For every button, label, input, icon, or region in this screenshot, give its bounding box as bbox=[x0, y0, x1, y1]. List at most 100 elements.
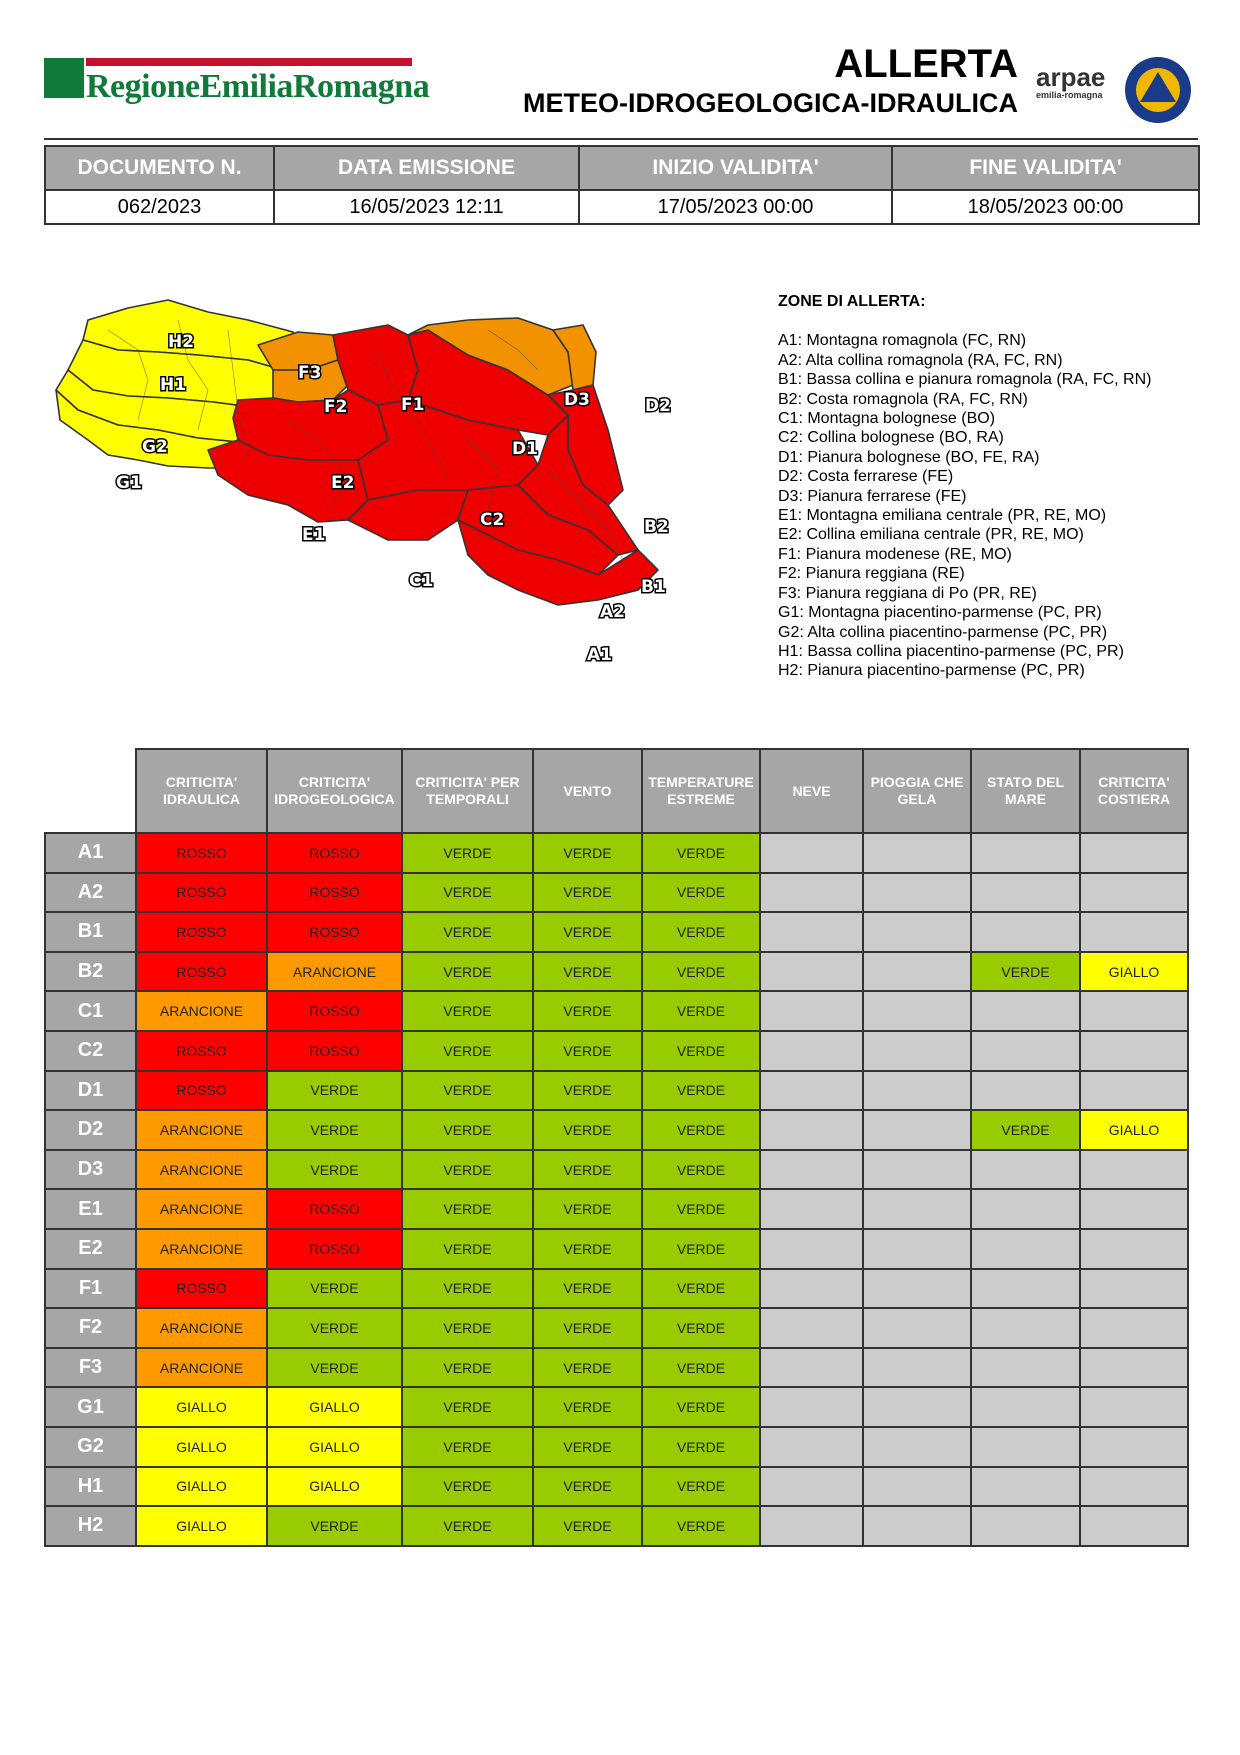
alert-cell bbox=[1079, 871, 1189, 914]
legend-item: H1: Bassa collina piacentino-parmense (P… bbox=[778, 642, 1124, 660]
alert-cell: VERDE bbox=[401, 1465, 534, 1508]
alert-cell bbox=[1079, 1346, 1189, 1389]
alert-cell: VERDE bbox=[401, 1267, 534, 1310]
zone-code: E1 bbox=[44, 1188, 137, 1230]
alert-cell bbox=[1079, 1465, 1189, 1508]
header-documento: DOCUMENTO N. bbox=[44, 145, 275, 191]
alert-cell: VERDE bbox=[641, 990, 761, 1032]
zone-code: F2 bbox=[44, 1307, 137, 1349]
alert-cell bbox=[862, 950, 972, 993]
table-row: C1 ARANCIONE ROSSO VERDE VERDE VERDE bbox=[44, 990, 1189, 1032]
alert-cell bbox=[970, 832, 1081, 874]
column-header: VENTO bbox=[532, 748, 643, 834]
alert-cell: VERDE bbox=[532, 832, 643, 874]
alert-cell: ROSSO bbox=[135, 832, 268, 874]
column-header: CRITICITA' IDROGEOLOGICA bbox=[266, 748, 403, 834]
alert-cell bbox=[1079, 1386, 1189, 1428]
alert-cell: VERDE bbox=[532, 1188, 643, 1230]
alert-cell: VERDE bbox=[266, 1267, 403, 1310]
alert-cell: VERDE bbox=[532, 1425, 643, 1468]
table-row: D1 ROSSO VERDE VERDE VERDE VERDE bbox=[44, 1069, 1189, 1112]
alert-cell bbox=[759, 1148, 864, 1191]
page-title: ALLERTA bbox=[834, 42, 1018, 86]
alert-cell bbox=[759, 911, 864, 953]
alert-cell: ROSSO bbox=[266, 1188, 403, 1230]
table-row: E1 ARANCIONE ROSSO VERDE VERDE VERDE bbox=[44, 1188, 1189, 1230]
regione-flag-icon bbox=[44, 58, 84, 98]
alert-cell: VERDE bbox=[401, 871, 534, 914]
alert-cell bbox=[970, 1069, 1081, 1112]
alert-cell bbox=[1079, 1505, 1189, 1547]
arpae-logo: arpae emilia-romagna bbox=[1036, 64, 1116, 114]
validity-start: 17/05/2023 00:00 bbox=[578, 189, 893, 225]
alert-cell bbox=[862, 1227, 972, 1270]
alert-cell bbox=[759, 1465, 864, 1508]
alert-cell: ROSSO bbox=[266, 1029, 403, 1072]
alert-cell: VERDE bbox=[401, 1425, 534, 1468]
alert-cell bbox=[970, 1307, 1081, 1349]
alert-cell bbox=[862, 1346, 972, 1389]
alert-cell bbox=[862, 1465, 972, 1508]
alert-cell: VERDE bbox=[532, 911, 643, 953]
map-label-d1: D1 bbox=[512, 439, 538, 459]
document-info-header-row: DOCUMENTO N. DATA EMISSIONE INIZIO VALID… bbox=[44, 145, 1200, 191]
map-label-c2: C2 bbox=[480, 510, 504, 530]
alert-cell: ARANCIONE bbox=[266, 950, 403, 993]
alert-cell: VERDE bbox=[532, 1227, 643, 1270]
alert-cell bbox=[759, 1109, 864, 1151]
alert-cell: VERDE bbox=[401, 1307, 534, 1349]
legend-item: D3: Pianura ferrarese (FE) bbox=[778, 487, 967, 505]
alert-cell: VERDE bbox=[401, 1148, 534, 1191]
alert-cell: GIALLO bbox=[266, 1386, 403, 1428]
alert-cell bbox=[970, 1346, 1081, 1389]
alert-cell: VERDE bbox=[641, 1425, 761, 1468]
alert-cell bbox=[970, 1267, 1081, 1310]
page-subtitle: METEO-IDROGEOLOGICA-IDRAULICA bbox=[523, 88, 1018, 118]
alert-cell: ROSSO bbox=[266, 990, 403, 1032]
legend-item: A1: Montagna romagnola (FC, RN) bbox=[778, 332, 1027, 350]
map-label-a2: A2 bbox=[600, 602, 625, 622]
map-label-h2: H2 bbox=[168, 332, 194, 352]
alert-cell bbox=[862, 1109, 972, 1151]
alert-cell: ROSSO bbox=[266, 832, 403, 874]
alert-cell: VERDE bbox=[532, 1307, 643, 1349]
emission-date: 16/05/2023 12:11 bbox=[273, 189, 580, 225]
zone-code: C1 bbox=[44, 990, 137, 1032]
alert-cell: ROSSO bbox=[135, 1267, 268, 1310]
alert-cell: GIALLO bbox=[135, 1505, 268, 1547]
zone-code: G2 bbox=[44, 1425, 137, 1468]
legend-item: F3: Pianura reggiana di Po (PR, RE) bbox=[778, 584, 1037, 602]
alert-cell bbox=[862, 990, 972, 1032]
alert-cell bbox=[759, 1188, 864, 1230]
map-label-g1: G1 bbox=[116, 473, 142, 493]
alert-cell: VERDE bbox=[641, 832, 761, 874]
column-header: NEVE bbox=[759, 748, 864, 834]
map-label-b2: B2 bbox=[644, 517, 669, 537]
alert-cell: VERDE bbox=[266, 1069, 403, 1112]
map-label-d2: D2 bbox=[645, 396, 671, 416]
table-row: C2 ROSSO ROSSO VERDE VERDE VERDE bbox=[44, 1029, 1189, 1072]
legend-item: B2: Costa romagnola (RA, FC, RN) bbox=[778, 390, 1028, 408]
column-header: TEMPERATURE ESTREME bbox=[641, 748, 761, 834]
legend-item: E1: Montagna emiliana centrale (PR, RE, … bbox=[778, 507, 1107, 525]
alert-cell bbox=[970, 1505, 1081, 1547]
map-label-f3: F3 bbox=[298, 363, 321, 383]
alert-cell bbox=[759, 1227, 864, 1270]
alert-cell bbox=[1079, 1227, 1189, 1270]
alert-cell bbox=[759, 1425, 864, 1468]
alert-cell bbox=[862, 1505, 972, 1547]
header-corner bbox=[45, 749, 136, 833]
legend-item: A2: Alta collina romagnola (RA, FC, RN) bbox=[778, 351, 1063, 369]
alert-cell: VERDE bbox=[641, 1227, 761, 1270]
header-data-emissione: DATA EMISSIONE bbox=[273, 145, 580, 191]
alert-cell bbox=[1079, 1069, 1189, 1112]
alert-cell: ROSSO bbox=[266, 911, 403, 953]
table-row: H1 GIALLO GIALLO VERDE VERDE VERDE bbox=[44, 1465, 1189, 1508]
alert-cell: VERDE bbox=[401, 1069, 534, 1112]
zone-code: C2 bbox=[44, 1029, 137, 1072]
alert-cell: VERDE bbox=[970, 1109, 1081, 1151]
alert-cell: VERDE bbox=[401, 1188, 534, 1230]
legend-item: G1: Montagna piacentino-parmense (PC, PR… bbox=[778, 604, 1102, 622]
alert-cell: VERDE bbox=[641, 871, 761, 914]
alert-cell bbox=[862, 1425, 972, 1468]
